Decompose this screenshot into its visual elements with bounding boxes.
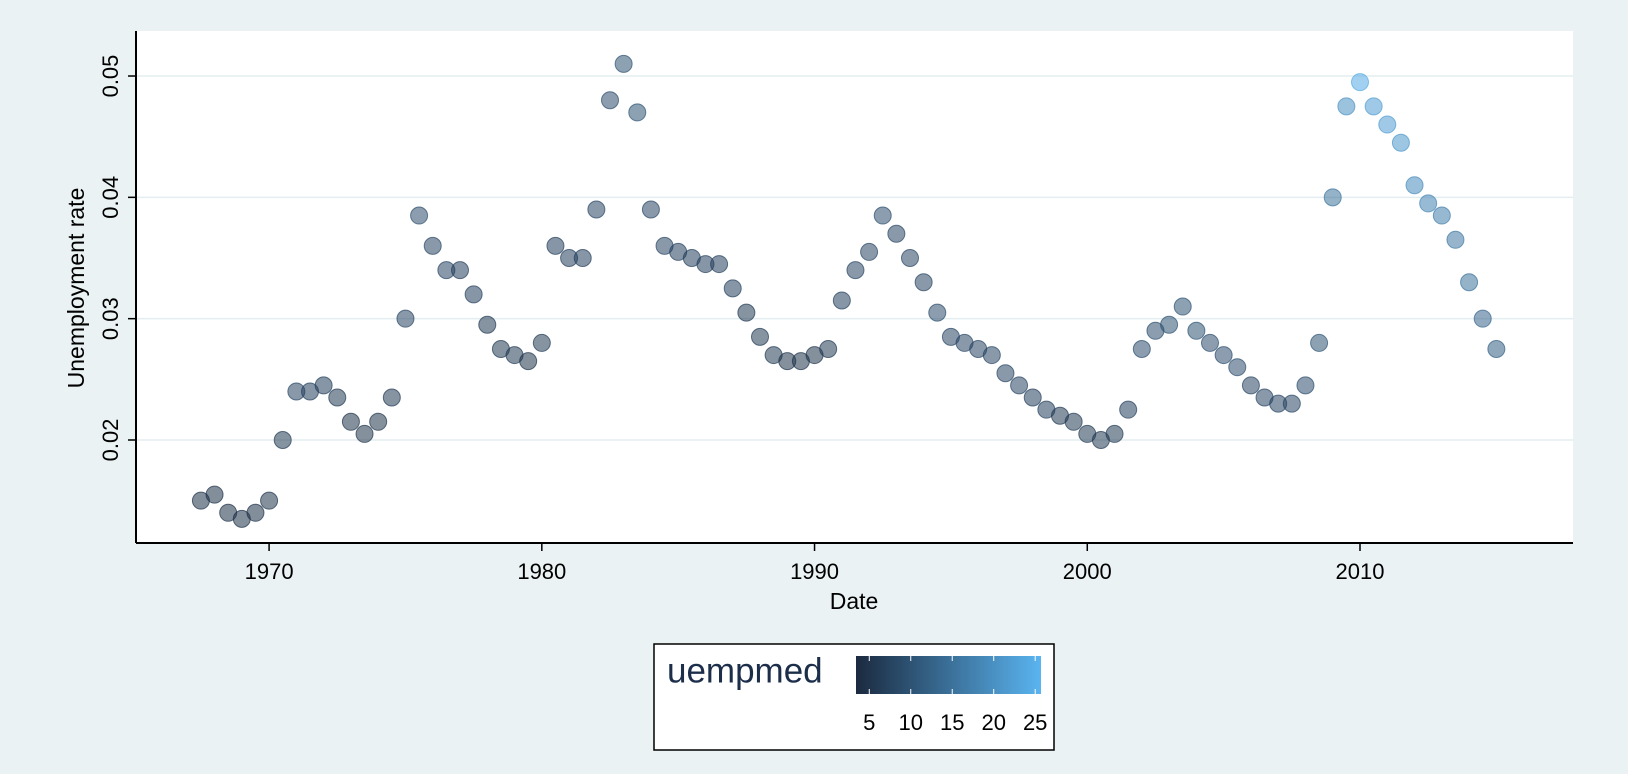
point xyxy=(846,261,865,280)
point xyxy=(260,491,279,510)
point xyxy=(1241,376,1260,395)
y-tick-label: 0.02 xyxy=(98,419,123,462)
point xyxy=(928,303,947,322)
point xyxy=(641,200,660,219)
point xyxy=(1010,376,1029,395)
colorbar xyxy=(856,656,1041,694)
point xyxy=(355,424,374,443)
point xyxy=(1296,376,1315,395)
point xyxy=(328,388,347,407)
point xyxy=(1105,424,1124,443)
point xyxy=(464,285,483,304)
point xyxy=(1391,133,1410,152)
point xyxy=(1228,358,1247,377)
point xyxy=(737,303,756,322)
colorbar-tick-label: 10 xyxy=(899,710,923,735)
point xyxy=(1473,309,1492,328)
y-tick-label: 0.03 xyxy=(98,297,123,340)
point xyxy=(314,376,333,395)
colorbar-tick-label: 20 xyxy=(981,710,1005,735)
point xyxy=(451,261,469,280)
point xyxy=(614,54,633,73)
x-tick-label: 1990 xyxy=(790,559,839,584)
point xyxy=(887,224,906,243)
point xyxy=(205,485,224,504)
point xyxy=(1187,321,1206,340)
point xyxy=(573,249,592,268)
x-axis-title: Date xyxy=(830,588,879,614)
point xyxy=(1214,346,1233,365)
point xyxy=(1419,194,1438,213)
y-tick-label: 0.05 xyxy=(98,55,123,98)
point xyxy=(246,503,265,522)
point xyxy=(1487,339,1506,358)
point xyxy=(1351,73,1369,92)
point xyxy=(1432,206,1451,225)
colorbar-tick-label: 15 xyxy=(940,710,964,735)
point xyxy=(478,315,497,334)
point xyxy=(723,279,742,298)
point xyxy=(382,388,401,407)
point xyxy=(873,206,892,225)
point xyxy=(1310,333,1329,352)
x-tick-label: 2000 xyxy=(1063,559,1112,584)
point xyxy=(710,255,729,274)
point xyxy=(1160,315,1179,334)
x-tick-label: 2010 xyxy=(1336,559,1385,584)
point xyxy=(832,291,851,310)
point xyxy=(1132,339,1151,358)
point xyxy=(587,200,606,219)
point xyxy=(982,346,1001,365)
x-tick-label: 1970 xyxy=(245,559,294,584)
point xyxy=(601,91,619,110)
point xyxy=(1405,176,1424,195)
point xyxy=(819,339,838,358)
point xyxy=(1023,388,1042,407)
point xyxy=(546,236,565,255)
point xyxy=(1064,412,1083,431)
point xyxy=(996,364,1015,383)
point xyxy=(396,309,415,328)
point xyxy=(1460,273,1479,292)
point xyxy=(860,242,879,261)
point xyxy=(1173,297,1192,316)
point xyxy=(1119,400,1138,419)
y-tick-label: 0.04 xyxy=(98,176,123,219)
colorbar-tick-label: 25 xyxy=(1023,710,1047,735)
point xyxy=(1323,188,1342,207)
point xyxy=(1201,333,1219,352)
legend-title: uempmed xyxy=(667,651,823,690)
point xyxy=(628,103,647,122)
point xyxy=(1337,97,1356,116)
point xyxy=(341,412,360,431)
point xyxy=(901,249,919,268)
point xyxy=(1282,394,1301,413)
point xyxy=(914,273,933,292)
point xyxy=(369,412,388,431)
y-axis-title: Unemployment rate xyxy=(63,188,89,389)
point xyxy=(532,333,551,352)
point xyxy=(1378,115,1397,134)
point xyxy=(423,236,442,255)
point xyxy=(751,327,769,346)
plot-area xyxy=(136,31,1573,543)
point xyxy=(273,430,292,449)
point xyxy=(410,206,429,225)
point xyxy=(1446,230,1465,249)
point xyxy=(1364,97,1383,116)
x-tick-label: 1980 xyxy=(517,559,566,584)
point xyxy=(519,352,538,371)
colorbar-tick-label: 5 xyxy=(863,710,875,735)
